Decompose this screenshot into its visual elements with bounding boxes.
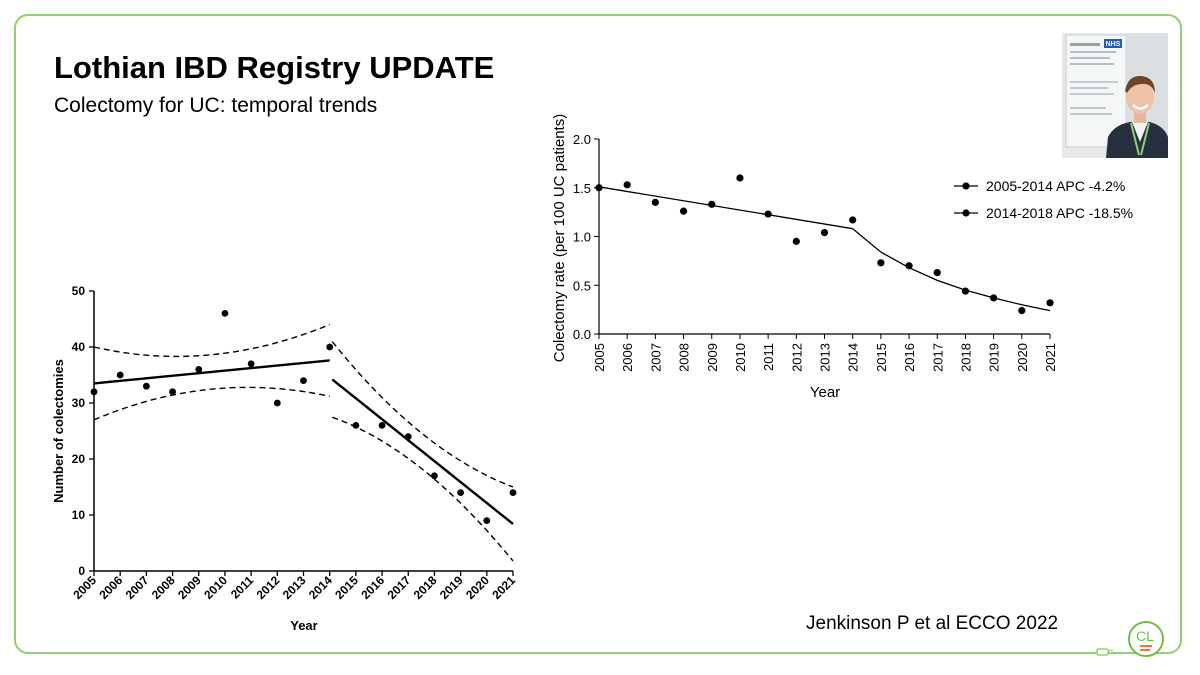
- data-point: [90, 388, 98, 396]
- upper-confidence-band: [331, 341, 514, 488]
- data-point: [483, 517, 491, 524]
- x-tick-label: 2020: [1015, 343, 1030, 372]
- data-point: [877, 259, 885, 267]
- apc-fit-line: [598, 186, 853, 230]
- data-point: [961, 287, 970, 295]
- y-tick-label: 50: [72, 284, 86, 298]
- data-point: [792, 237, 800, 245]
- data-point: [116, 371, 124, 379]
- data-point: [195, 366, 203, 373]
- regression-line: [93, 359, 330, 385]
- logo-text: CL: [1136, 628, 1154, 644]
- x-tick-label: 2012: [789, 343, 804, 372]
- x-tick-label: 2018: [958, 343, 973, 372]
- y-tick-label: 2.0: [573, 132, 591, 147]
- data-point: [326, 343, 334, 351]
- x-tick-label: 2008: [677, 343, 692, 372]
- x-tick-label: 2009: [705, 343, 720, 372]
- lower-confidence-band: [332, 416, 514, 562]
- slide-title: Lothian IBD Registry UPDATE: [54, 50, 495, 85]
- data-point: [169, 388, 176, 396]
- photo-sign-text: NHS: [1106, 41, 1121, 48]
- x-tick-label: 2019: [987, 343, 1002, 372]
- slide-frame: [14, 14, 1182, 654]
- citation: Jenkinson P et al ECCO 2022: [806, 613, 1059, 634]
- apc-fit-line: [852, 228, 1051, 312]
- data-point: [623, 181, 631, 189]
- presenter-photo: NHS: [1062, 33, 1168, 158]
- x-tick-label: 2013: [818, 343, 833, 372]
- y-tick-label: 1.0: [573, 230, 591, 245]
- data-point: [378, 422, 386, 429]
- data-point: [509, 489, 517, 496]
- data-point: [404, 433, 412, 440]
- x-tick-label: 2021: [1043, 343, 1058, 372]
- legend-marker: [962, 182, 970, 190]
- x-tick-label: 2011: [761, 343, 776, 371]
- y-tick-label: 0: [78, 564, 85, 578]
- data-point: [990, 294, 998, 302]
- x-tick-label: 2017: [930, 343, 945, 372]
- y-tick-label: 30: [72, 396, 86, 410]
- y-tick-label: 0.0: [573, 327, 591, 342]
- data-point: [820, 229, 829, 237]
- data-point: [708, 200, 716, 208]
- data-point: [352, 422, 360, 429]
- data-point: [905, 262, 913, 270]
- y-axis-label: Number of colectomies: [51, 359, 66, 503]
- data-point: [736, 174, 744, 182]
- y-tick-label: 1.5: [573, 181, 591, 196]
- y-tick-label: 20: [72, 452, 86, 466]
- data-point: [1046, 299, 1054, 307]
- cl-logo: CL: [1128, 621, 1164, 657]
- data-point: [933, 268, 941, 277]
- data-point: [457, 489, 465, 496]
- data-point: [300, 377, 307, 384]
- x-tick-label: 2007: [648, 343, 663, 372]
- data-point: [142, 382, 150, 390]
- y-axis-label: Colectomy rate (per 100 UC patients): [551, 114, 568, 362]
- data-point: [431, 472, 438, 480]
- legend-label: 2014-2018 APC -18.5%: [986, 205, 1133, 221]
- data-point: [1018, 307, 1026, 315]
- y-tick-label: 40: [72, 340, 86, 354]
- regression-line: [331, 378, 514, 525]
- legend-marker: [962, 209, 970, 217]
- legend-label: 2005-2014 APC -4.2%: [986, 178, 1125, 194]
- x-axis-label: Year: [810, 384, 840, 401]
- x-tick-label: 2014: [846, 343, 861, 372]
- data-point: [651, 198, 659, 206]
- x-tick-label: 2006: [620, 343, 635, 372]
- data-point: [849, 216, 857, 224]
- data-point: [595, 184, 603, 192]
- x-tick-label: 2005: [592, 343, 607, 372]
- x-tick-label: 2015: [874, 343, 889, 372]
- data-point: [247, 360, 255, 368]
- data-point: [679, 207, 688, 215]
- y-tick-label: 0.5: [573, 278, 591, 293]
- slide-subtitle: Colectomy for UC: temporal trends: [54, 94, 378, 117]
- y-tick-label: 10: [72, 508, 86, 522]
- lower-confidence-band: [93, 386, 330, 421]
- x-tick-label: 2010: [733, 343, 748, 372]
- x-axis-label: Year: [290, 618, 317, 633]
- data-point: [273, 399, 281, 407]
- plug-icon: [1096, 648, 1113, 656]
- x-tick-label: 2016: [902, 343, 917, 372]
- data-point: [764, 210, 772, 218]
- data-point: [221, 310, 229, 317]
